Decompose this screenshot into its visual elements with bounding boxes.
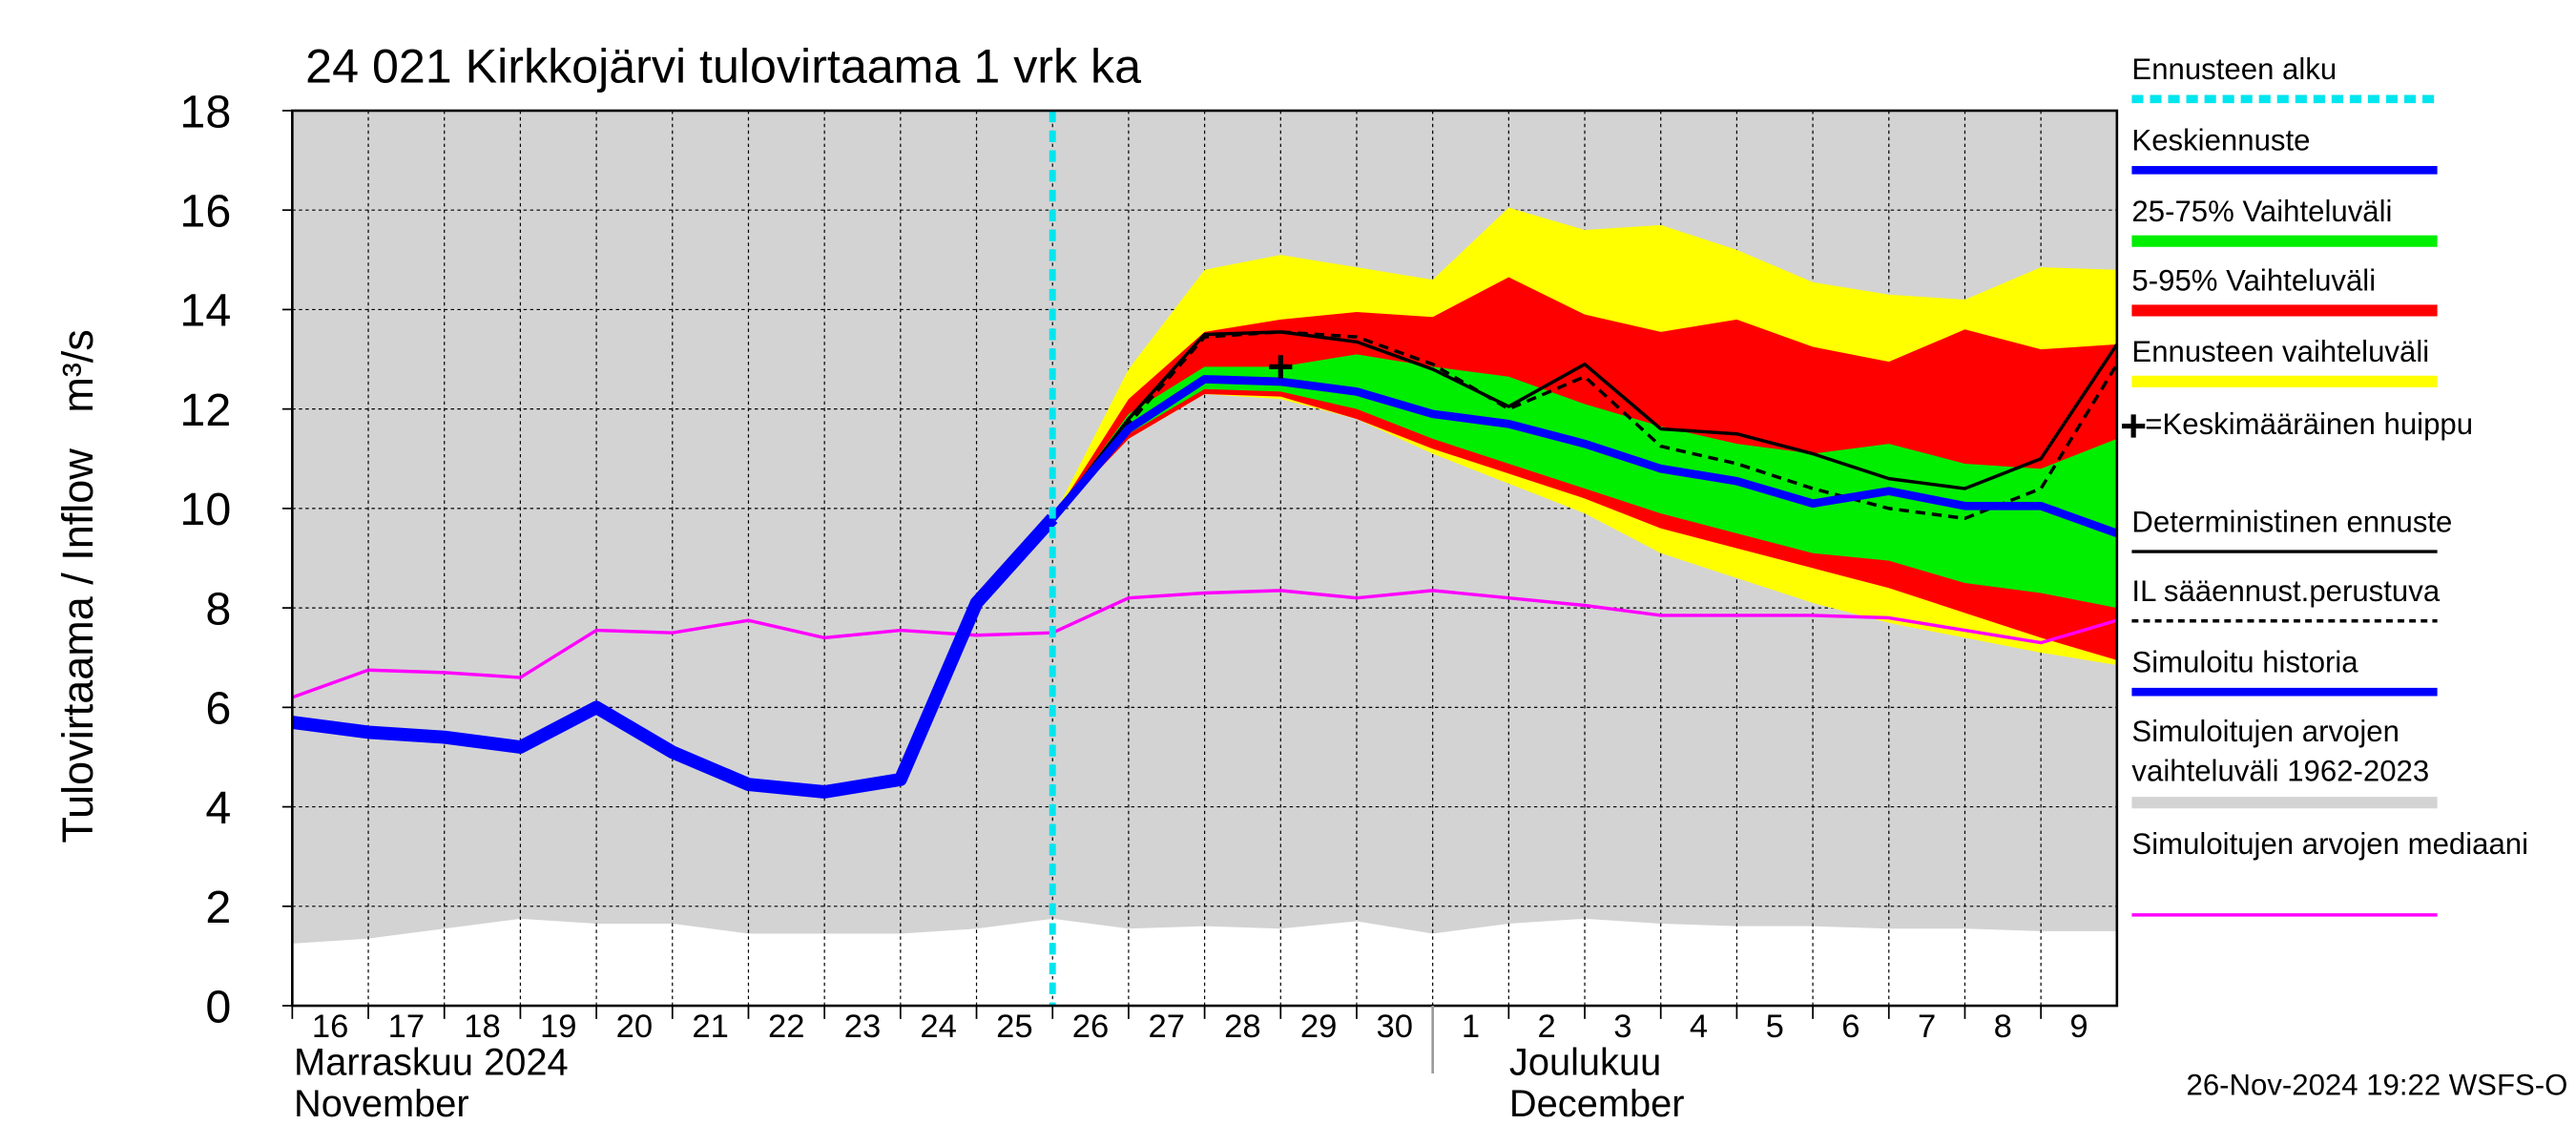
x-tick-label: 30	[1377, 1009, 1414, 1045]
x-tick-label: 9	[2069, 1009, 2088, 1045]
series-line	[291, 589, 2118, 699]
x-tick-label: 1	[1462, 1009, 1480, 1045]
y-tick-label: 2	[205, 882, 231, 933]
legend-label: IL sääennust.perustuva	[2131, 574, 2441, 608]
legend-label: Ennusteen alku	[2131, 52, 2337, 87]
footer: 26-Nov-2024 19:22 WSFS-O	[2187, 1069, 2568, 1102]
legend-label: Simuloitujen arvojen vaihteluväli 1962-2…	[2131, 715, 2430, 788]
y-tick-label: 8	[205, 583, 231, 635]
x-tick-label: 19	[540, 1009, 577, 1045]
legend-label: 5-95% Vaihteluväli	[2131, 263, 2377, 298]
month-label: December	[1509, 1083, 1685, 1125]
x-tick-label: 2	[1538, 1009, 1556, 1045]
legend-label-box: 25-75% Vaihteluväli	[2131, 195, 2393, 228]
legend-label-box: =Keskimääräinen huippu	[2145, 407, 2474, 442]
legend-label: =Keskimääräinen huippu	[2145, 407, 2474, 442]
x-tick-label: 5	[1766, 1009, 1784, 1045]
y-axis-label: Tulovirtaama / Inflow m³/s	[53, 329, 102, 843]
range-band	[1052, 354, 2117, 609]
x-tick-label: 26	[1072, 1009, 1110, 1045]
x-tick-label: 27	[1149, 1009, 1186, 1045]
y-tick-label: 0	[205, 981, 231, 1032]
y-tick-label: 18	[179, 86, 231, 137]
x-tick-label: 28	[1224, 1009, 1261, 1045]
x-tick-label: 8	[1994, 1009, 2012, 1045]
series-line	[1050, 330, 2119, 520]
series-line	[1049, 375, 2119, 538]
x-tick-label: 22	[768, 1009, 805, 1045]
y-tick-label: 14	[179, 285, 231, 337]
legend-label: Keskiennuste	[2131, 123, 2311, 157]
x-tick-label: 24	[920, 1009, 957, 1045]
legend-label: Ennusteen vaihteluväli	[2131, 335, 2430, 368]
chart-title: 24 021 Kirkkojärvi tulovirtaama 1 vrk ka	[305, 40, 1141, 94]
x-tick-label: 7	[1918, 1009, 1936, 1045]
legend-marker	[2122, 414, 2146, 438]
plot-frame	[291, 109, 2119, 1008]
y-tick-label: 4	[205, 782, 231, 834]
x-tick-label: 16	[312, 1009, 349, 1045]
legend-label: Simuloitu historia	[2131, 645, 2358, 679]
y-tick-label: 16	[179, 186, 231, 238]
legend-label-box: Simuloitujen arvojen mediaani	[2131, 827, 2529, 861]
month-label: November	[294, 1083, 469, 1125]
x-tick-label: 6	[1841, 1009, 1859, 1045]
x-tick-label: 3	[1613, 1009, 1631, 1045]
legend-label: 25-75% Vaihteluväli	[2131, 195, 2393, 228]
x-tick-label: 18	[464, 1009, 501, 1045]
x-tick-label: 23	[844, 1009, 882, 1045]
legend-label-box: Keskiennuste	[2131, 123, 2311, 157]
x-tick-label: 29	[1300, 1009, 1338, 1045]
x-tick-label: 4	[1690, 1009, 1708, 1045]
x-tick-label: 17	[388, 1009, 425, 1045]
plot-area	[281, 109, 2119, 1074]
y-tick-label: 6	[205, 683, 231, 735]
peak-marker	[1269, 355, 1293, 379]
series-line	[291, 513, 1058, 799]
legend-label-box: IL sääennust.perustuva	[2131, 574, 2441, 608]
legend-label-box: Ennusteen alku	[2131, 52, 2337, 87]
legend-label-box: Deterministinen ennuste	[2131, 505, 2453, 539]
legend-label: Simuloitujen arvojen mediaani	[2131, 827, 2529, 861]
month-label: Joulukuu	[1509, 1042, 1661, 1084]
y-tick-label: 10	[179, 484, 231, 535]
y-tick-label: 12	[179, 385, 231, 436]
legend-label-box: 5-95% Vaihteluväli	[2131, 263, 2377, 298]
x-tick-label: 20	[616, 1009, 654, 1045]
legend-label-box: Simuloitu historia	[2131, 645, 2358, 679]
legend-label-box: Ennusteen vaihteluväli	[2131, 335, 2430, 368]
legend-label: Deterministinen ennuste	[2131, 505, 2453, 539]
x-tick-label: 25	[996, 1009, 1033, 1045]
legend-label-box: Simuloitujen arvojen vaihteluväli 1962-2…	[2131, 715, 2430, 788]
x-tick-label: 21	[692, 1009, 729, 1045]
series-line	[1050, 330, 2119, 521]
month-label: Marraskuu 2024	[294, 1042, 569, 1084]
